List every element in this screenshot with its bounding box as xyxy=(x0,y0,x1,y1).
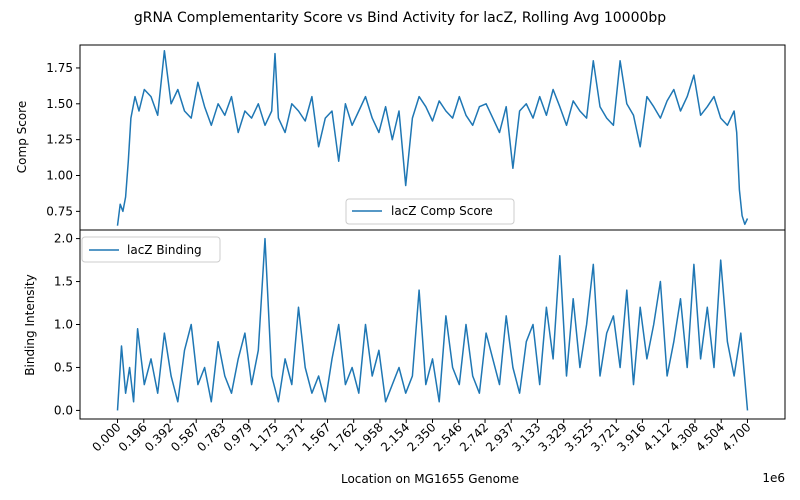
top-y-axis-label: Comp Score xyxy=(15,101,29,173)
bottom-y-tick-label: 1.0 xyxy=(54,318,73,332)
bottom-y-tick-label: 2.0 xyxy=(54,232,73,246)
bottom-panel: 0.0 0.5 1.0 1.5 2.0 Binding Intensity lacZ B… xyxy=(23,229,786,420)
binding-series-line xyxy=(116,237,749,411)
top-y-tick-label: 1.75 xyxy=(46,61,73,75)
bottom-legend-label: lacZ Binding xyxy=(127,243,202,257)
top-panel-y-ticks: 0.75 1.00 1.25 1.50 1.75 xyxy=(46,61,80,218)
bottom-panel-y-ticks: 0.0 0.5 1.0 1.5 2.0 xyxy=(54,232,80,417)
top-y-tick-label: 1.00 xyxy=(46,169,73,183)
top-legend-box xyxy=(345,198,515,225)
x-axis-label: Location on MG1655 Genome xyxy=(341,472,519,486)
top-legend-label: lacZ Comp Score xyxy=(391,204,493,218)
chart-title: gRNA Complementarity Score vs Bind Activ… xyxy=(134,10,666,26)
comp-score-series-line xyxy=(116,49,749,226)
top-y-tick-label: 0.75 xyxy=(46,204,73,218)
top-y-tick-label: 1.25 xyxy=(46,133,73,147)
bottom-legend-box xyxy=(81,236,221,263)
top-y-tick-label: 1.50 xyxy=(46,97,73,111)
bottom-y-tick-label: 0.5 xyxy=(54,360,73,374)
bottom-y-tick-label: 1.5 xyxy=(54,275,73,289)
bottom-legend: lacZ Binding xyxy=(81,236,221,263)
bottom-y-axis-label: Binding Intensity xyxy=(23,274,37,375)
top-legend: lacZ Comp Score xyxy=(345,198,515,225)
top-panel: 0.75 1.00 1.25 1.50 1.75 Comp Score lacZ Com… xyxy=(15,44,786,231)
x-axis-offset-text: 1e6 xyxy=(762,471,785,485)
bottom-y-tick-label: 0.0 xyxy=(54,403,73,417)
